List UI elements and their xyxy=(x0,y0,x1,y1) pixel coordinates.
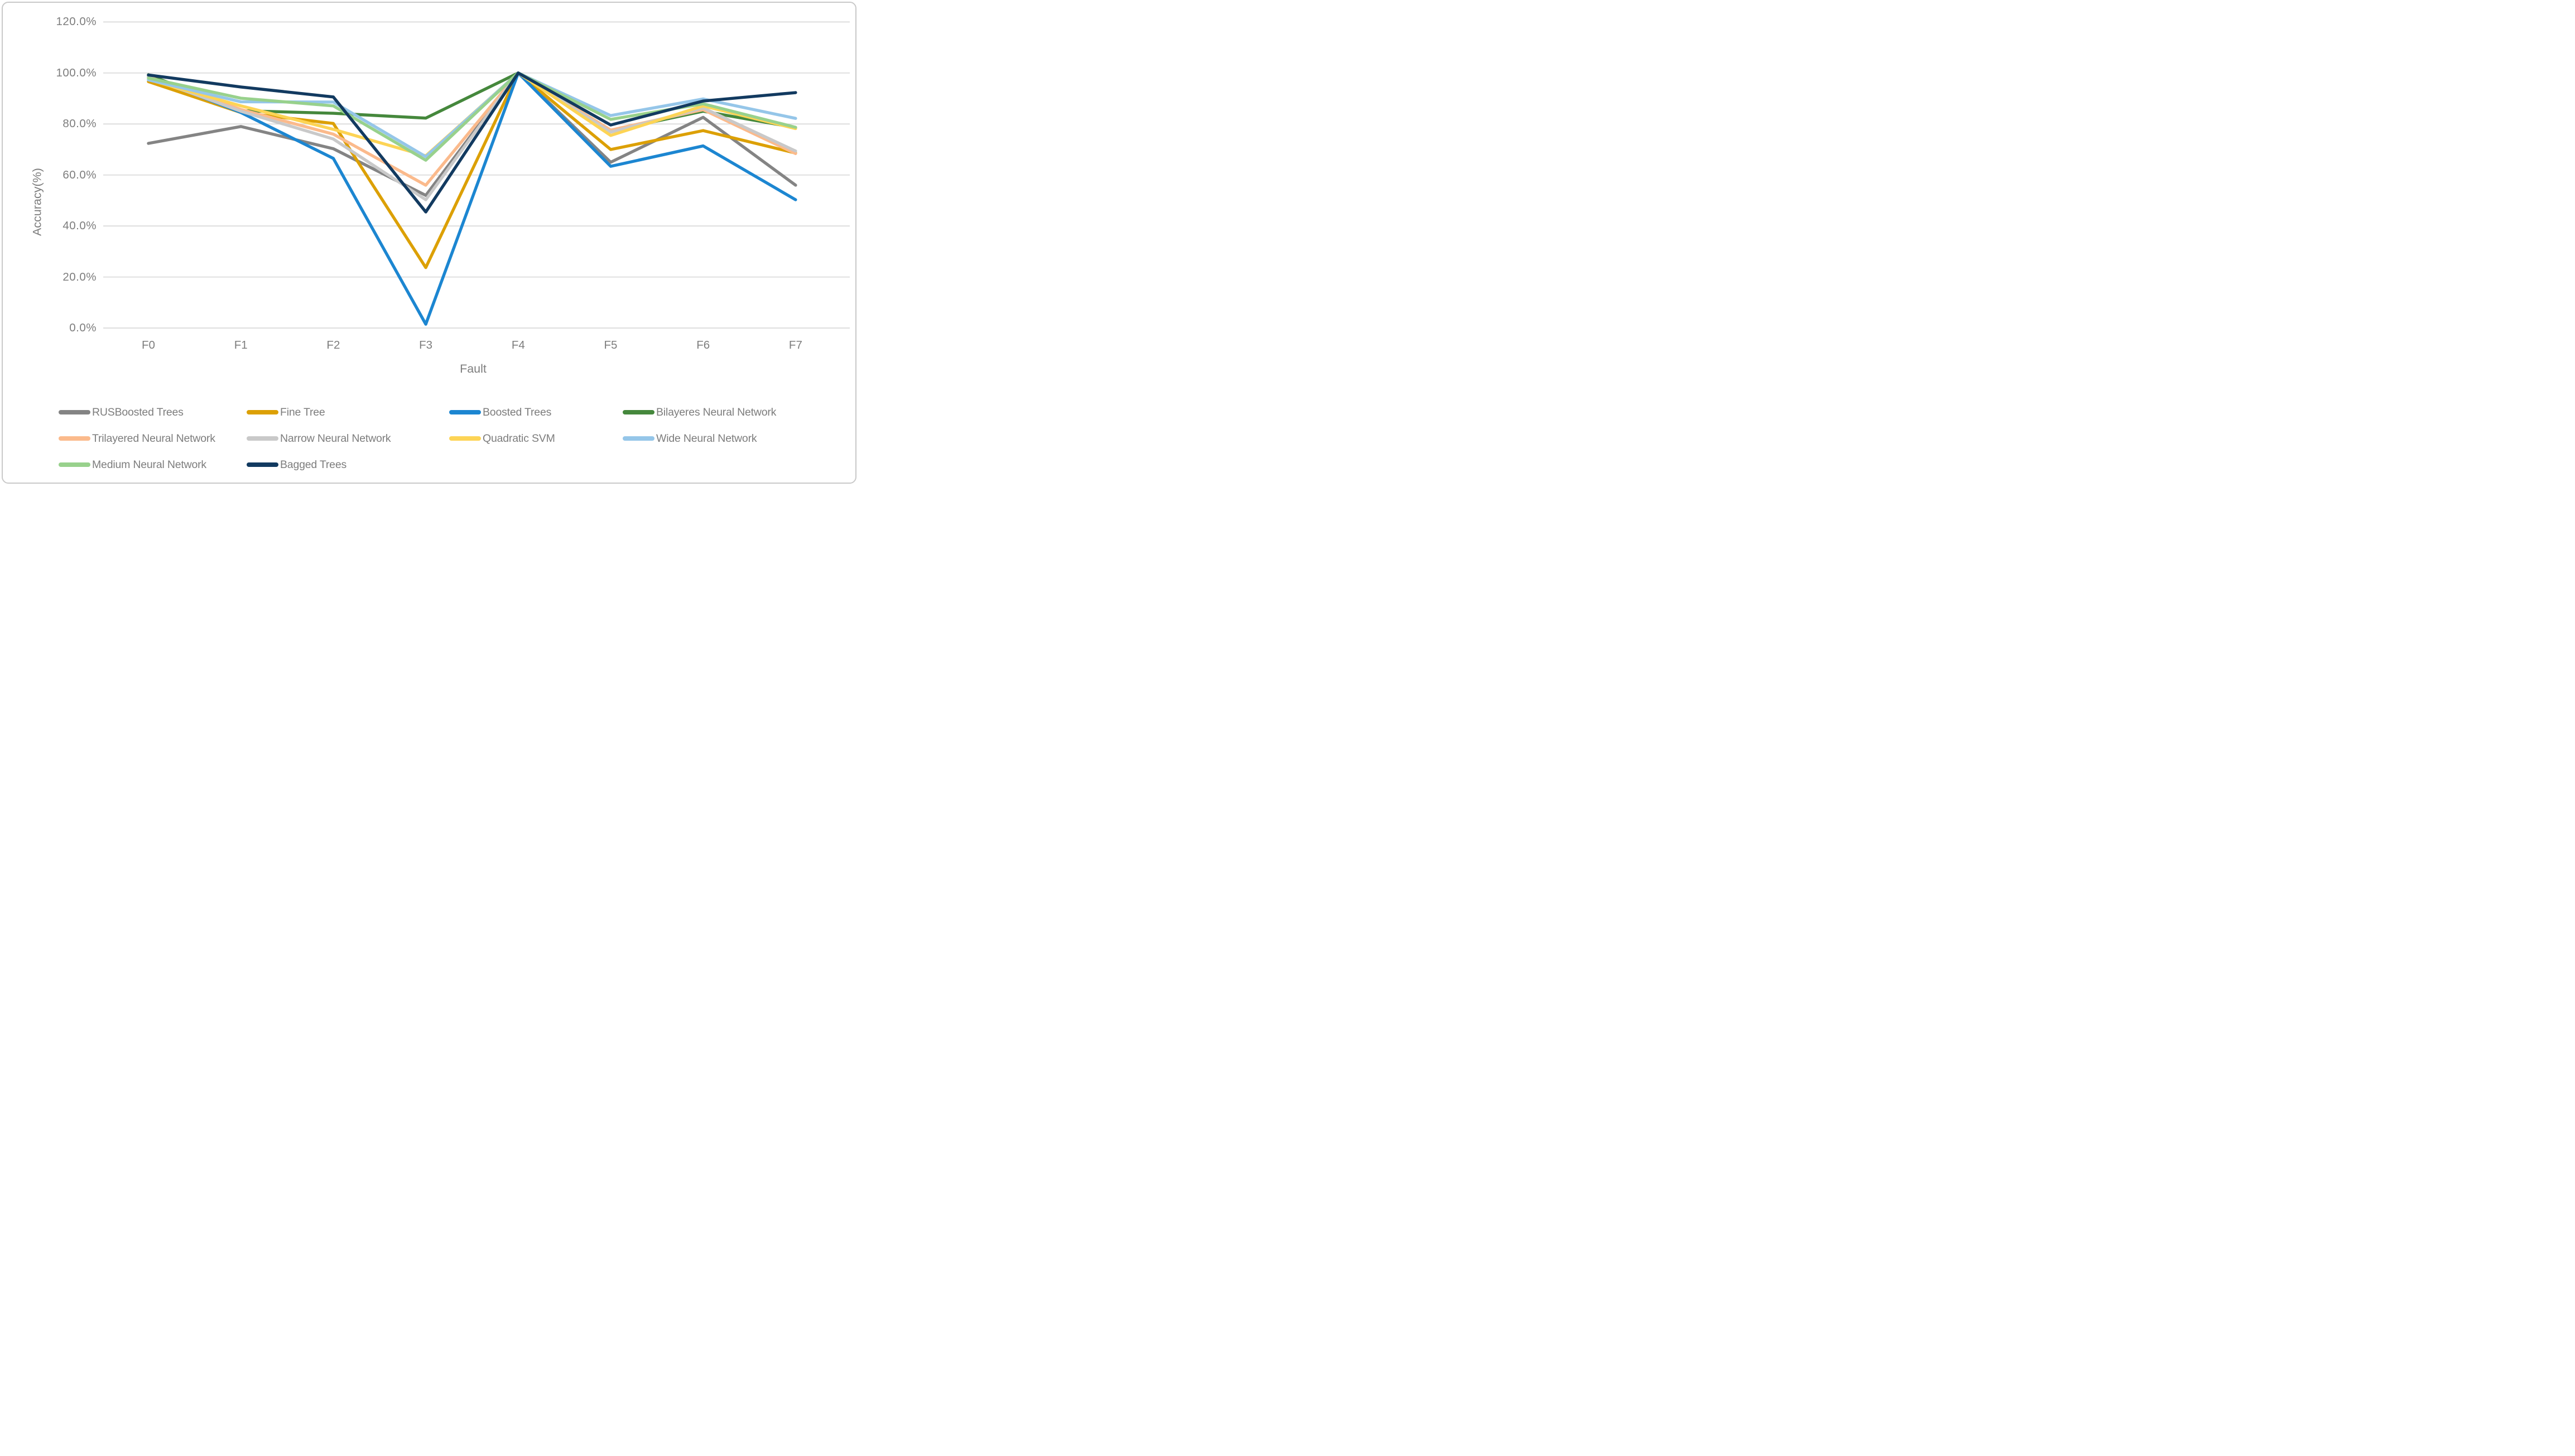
x-tick-label: F5 xyxy=(604,339,618,351)
legend-label: Medium Neural Network xyxy=(92,458,206,471)
line-chart xyxy=(103,21,850,329)
y-tick-label: 120.0% xyxy=(56,15,97,28)
chart-figure: 120.0% 100.0% 80.0% 60.0% 40.0% 20.0% 0.0% F0 F… xyxy=(2,2,856,484)
legend-item-bilayeres-neural-network: Bilayeres Neural Network xyxy=(623,406,776,419)
series-line-boosted-trees xyxy=(147,71,797,326)
legend-label: Trilayered Neural Network xyxy=(92,432,215,445)
series-line-narrow-neural-network xyxy=(147,71,797,201)
legend-item-quadratic-svm: Quadratic SVM xyxy=(449,432,555,445)
y-axis-title: Accuracy(%) xyxy=(30,168,44,236)
legend-swatch-rusboosted-trees xyxy=(59,410,90,414)
legend-item-trilayered-neural-network: Trilayered Neural Network xyxy=(59,432,215,445)
legend-label: Bilayeres Neural Network xyxy=(656,406,777,418)
x-tick-label: F7 xyxy=(788,339,802,351)
x-tick-label: F6 xyxy=(696,339,710,351)
legend-label: RUSBoosted Trees xyxy=(92,406,184,418)
y-tick-label: 80.0% xyxy=(62,117,97,131)
legend-item-narrow-neural-network: Narrow Neural Network xyxy=(247,432,391,445)
x-tick-label: F3 xyxy=(419,339,433,351)
legend-swatch-bilayeres-neural-network xyxy=(623,410,654,414)
x-tick-label: F4 xyxy=(511,339,525,351)
legend-label: Narrow Neural Network xyxy=(280,432,391,445)
legend-item-medium-neural-network: Medium Neural Network xyxy=(59,458,206,471)
y-tick-label: 40.0% xyxy=(62,219,97,233)
x-tick-label: F0 xyxy=(142,339,155,351)
legend-item-wide-neural-network: Wide Neural Network xyxy=(623,432,757,445)
y-tick-label: 60.0% xyxy=(62,168,97,181)
legend-label: Wide Neural Network xyxy=(656,432,757,445)
legend-item-fine-tree: Fine Tree xyxy=(247,406,325,419)
legend-swatch-wide-neural-network xyxy=(623,436,654,441)
legend-item-bagged-trees: Bagged Trees xyxy=(247,458,346,471)
legend-label: Fine Tree xyxy=(280,406,325,418)
y-tick-label: 0.0% xyxy=(69,321,97,334)
x-tick-label: F1 xyxy=(234,339,248,351)
legend-swatch-trilayered-neural-network xyxy=(59,436,90,441)
legend-swatch-fine-tree xyxy=(247,410,278,414)
legend-swatch-narrow-neural-network xyxy=(247,436,278,441)
y-tick-label: 20.0% xyxy=(62,270,97,283)
legend-item-boosted-trees: Boosted Trees xyxy=(449,406,551,419)
x-tick-label: F2 xyxy=(326,339,340,351)
x-axis-title: Fault xyxy=(460,362,487,375)
legend-label: Bagged Trees xyxy=(280,458,347,471)
legend-label: Quadratic SVM xyxy=(483,432,555,445)
legend-swatch-boosted-trees xyxy=(449,410,481,414)
legend-swatch-quadratic-svm xyxy=(449,436,481,441)
legend-item-rusboosted-trees: RUSBoosted Trees xyxy=(59,406,184,419)
legend-swatch-bagged-trees xyxy=(247,462,278,467)
series-line-bagged-trees xyxy=(147,71,797,214)
legend-swatch-medium-neural-network xyxy=(59,462,90,467)
legend-label: Boosted Trees xyxy=(483,406,552,418)
y-tick-label: 100.0% xyxy=(56,66,97,79)
